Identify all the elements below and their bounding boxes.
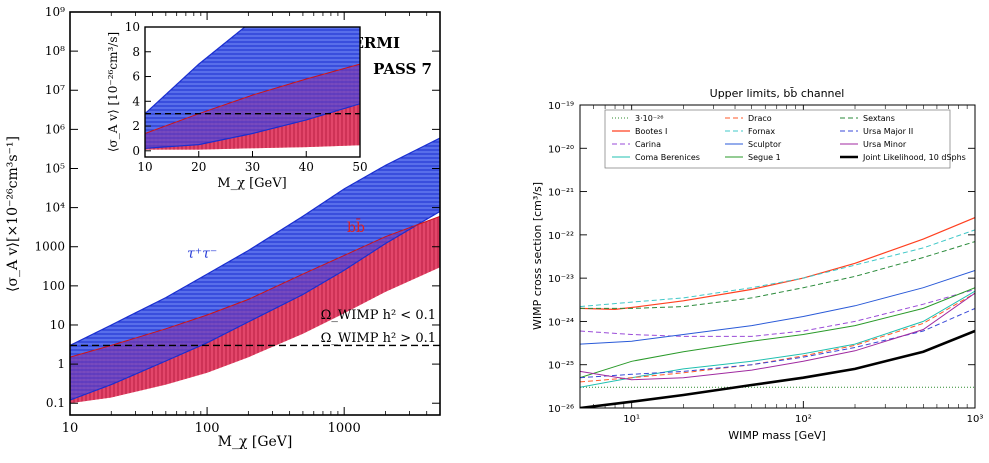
left-y-tick-label: 0.1 bbox=[46, 396, 65, 410]
left-x-tick-label: 1000 bbox=[328, 421, 361, 436]
left-y-tick-label: 10 bbox=[50, 318, 65, 332]
right-series-line-3 bbox=[580, 290, 975, 388]
left-y-axis-label: ⟨σ_A v⟩[×10⁻²⁶cm³s⁻¹] bbox=[5, 136, 21, 292]
legend-label-8: Sextans bbox=[863, 114, 895, 123]
right-x-tick-label: 10² bbox=[795, 414, 812, 425]
legend-box bbox=[604, 109, 951, 169]
inset-chart: 10 20 30 40 50 0 2 4 6 8 10 M_χ [GeV] ⟨σ_A v⟩ [10⁻… bbox=[106, 20, 368, 191]
left-x-axis-label: M_χ [GeV] bbox=[218, 434, 293, 450]
right-series-line-1 bbox=[580, 217, 975, 311]
legend-items: 3·10⁻²⁶ Bootes I Carina Coma Berenices Draco… bbox=[612, 114, 966, 162]
left-y-tick-label: 10⁸ bbox=[45, 44, 65, 58]
left-y-tick-label: 10⁶ bbox=[45, 122, 65, 136]
right-y-tick-label: 10⁻²⁶ bbox=[548, 404, 574, 415]
inset-bb-upper-edge bbox=[145, 63, 360, 134]
left-x-tick-label: 100 bbox=[195, 421, 220, 436]
inset-tau-hatch bbox=[145, 27, 360, 149]
right-chart-title: Upper limits, bb̄ channel bbox=[710, 87, 845, 100]
right-series-line-10 bbox=[580, 292, 975, 381]
right-y-tick-label: 10⁻²⁰ bbox=[548, 144, 574, 155]
legend-label-0: 3·10⁻²⁶ bbox=[635, 114, 663, 123]
inset-y-axis-label: ⟨σ_A v⟩ [10⁻²⁶cm³/s] bbox=[106, 32, 120, 152]
right-lines bbox=[580, 217, 975, 408]
right-series-line-9 bbox=[580, 307, 975, 379]
inset-tau-upper-edge bbox=[145, 27, 246, 115]
right-y-axis-label: WIMP cross section [cm³/s] bbox=[531, 182, 544, 330]
inset-y-tick-label: 8 bbox=[132, 45, 140, 59]
left-tau-upper-edge bbox=[70, 137, 440, 346]
right-y-tick-label: 10⁻²³ bbox=[548, 274, 574, 285]
inset-y-tick-label: 0 bbox=[132, 144, 140, 158]
right-y-tick-label: 10⁻²⁵ bbox=[548, 361, 574, 372]
tau-series-label: τ⁺τ⁻ bbox=[187, 246, 217, 262]
legend-label-5: Fornax bbox=[748, 127, 775, 136]
inset-x-tick-label: 10 bbox=[137, 160, 152, 174]
left-plot-frame bbox=[69, 11, 441, 416]
inset-x-axis-label: M_χ [GeV] bbox=[217, 176, 286, 191]
legend-label-1: Bootes I bbox=[635, 127, 667, 136]
inset-y-tick-label: 10 bbox=[125, 20, 140, 34]
right-y-tick-label: 10⁻¹⁹ bbox=[548, 101, 574, 112]
right-series-line-6 bbox=[580, 270, 975, 345]
inset-y-tick-label: 2 bbox=[132, 119, 140, 133]
inset-x-tick-label: 20 bbox=[191, 160, 206, 174]
right-chart: Upper limits, bb̄ channel 10¹ 10² 10³ 10⁻²⁶… bbox=[531, 87, 983, 442]
left-y-tick-label: 10⁵ bbox=[45, 161, 65, 175]
right-series-line-2 bbox=[580, 288, 975, 337]
inset-x-tick-label: 30 bbox=[245, 160, 260, 174]
right-ticks: 10¹ 10² 10³ 10⁻²⁶ 10⁻²⁵ 10⁻²⁴ 10⁻²³ 10⁻²² 10⁻²¹ 1… bbox=[548, 101, 983, 425]
right-y-tick-label: 10⁻²⁴ bbox=[548, 317, 574, 328]
inset-x-tick-label: 50 bbox=[352, 160, 367, 174]
legend-label-7: Segue 1 bbox=[748, 153, 781, 162]
fermi-label-line2: PASS 7 bbox=[373, 60, 432, 78]
right-x-tick-label: 10¹ bbox=[623, 414, 640, 425]
right-series-line-11 bbox=[580, 329, 975, 408]
left-y-tick-label: 1 bbox=[57, 357, 65, 371]
legend-label-2: Carina bbox=[635, 140, 661, 149]
inset-tau-lower-edge bbox=[145, 103, 360, 149]
legend-label-10: Ursa Minor bbox=[863, 140, 907, 149]
right-y-tick-label: 10⁻²² bbox=[548, 231, 574, 242]
relic-label-above: Ω_WIMP h² < 0.1 bbox=[321, 308, 436, 323]
legend-label-3: Coma Berenices bbox=[635, 153, 700, 162]
left-x-tick-label: 10 bbox=[62, 421, 79, 436]
right-series-line-4 bbox=[580, 292, 975, 383]
left-y-tick-label: 10⁷ bbox=[45, 83, 65, 97]
right-legend: 3·10⁻²⁶ Bootes I Carina Coma Berenices Draco… bbox=[604, 109, 966, 169]
legend-label-11: Joint Likelihood, 10 dSphs bbox=[862, 153, 966, 162]
relic-label-below: Ω_WIMP h² > 0.1 bbox=[321, 331, 436, 346]
legend-label-9: Ursa Major II bbox=[863, 127, 913, 136]
left-y-tick-label: 1000 bbox=[34, 240, 65, 254]
left-tau-lower-edge bbox=[70, 210, 440, 401]
inset-x-tick-label: 40 bbox=[299, 160, 314, 174]
legend-label-4: Draco bbox=[748, 114, 772, 123]
inset-y-tick-label: 4 bbox=[132, 94, 140, 108]
bb-series-label: bb̄ bbox=[347, 218, 365, 236]
inset-overlap-tint bbox=[145, 64, 360, 150]
left-y-tick-label: 10⁴ bbox=[45, 201, 65, 215]
inset-y-tick-label: 6 bbox=[132, 70, 140, 84]
legend-label-6: Sculptor bbox=[748, 140, 782, 149]
right-plot-frame bbox=[579, 104, 976, 409]
right-series-line-7 bbox=[580, 287, 975, 379]
left-bands bbox=[70, 137, 440, 404]
left-overlap-tint bbox=[70, 216, 440, 404]
right-series-line-8 bbox=[580, 241, 975, 309]
right-x-axis-label: WIMP mass [GeV] bbox=[728, 429, 826, 442]
left-chart: 10 100 10000.1110100100010⁴10⁵10⁶10⁷10⁸10⁹… bbox=[5, 5, 441, 450]
left-tau-hatch bbox=[70, 138, 440, 401]
inset-ticks: 10 20 30 40 50 0 2 4 6 8 10 bbox=[125, 20, 368, 174]
right-y-tick-label: 10⁻²¹ bbox=[548, 188, 574, 199]
left-bb-upper-edge bbox=[70, 215, 440, 358]
inset-bands bbox=[145, 27, 360, 150]
right-x-tick-label: 10³ bbox=[967, 414, 984, 425]
left-y-tick-label: 100 bbox=[42, 279, 65, 293]
right-series-line-5 bbox=[580, 229, 975, 308]
left-y-tick-label: 10⁹ bbox=[45, 5, 65, 19]
